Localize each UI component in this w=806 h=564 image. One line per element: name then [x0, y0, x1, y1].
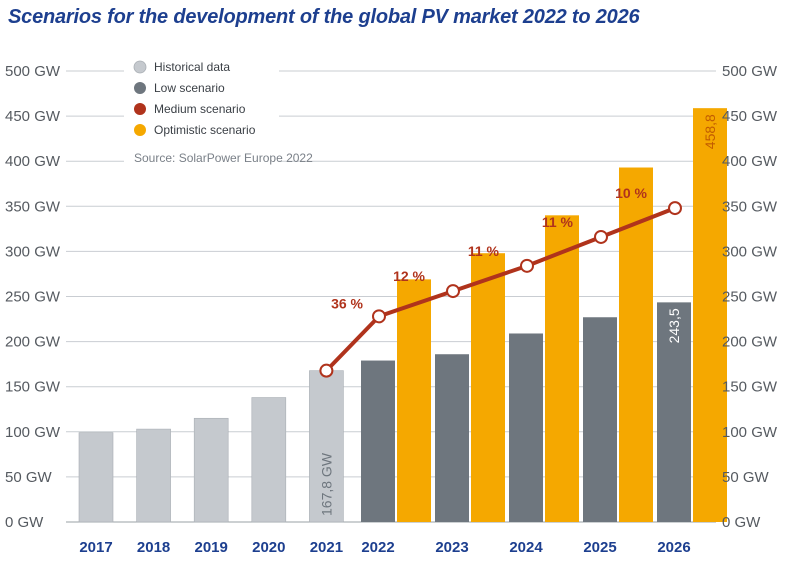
medium-point-2024 — [520, 258, 534, 273]
legend-marker-1 — [134, 82, 146, 94]
y-tick-label-left: 0 GW — [5, 514, 44, 531]
y-tick-label-left: 300 GW — [5, 243, 61, 260]
bar-optimistic-2024 — [545, 215, 579, 522]
y-tick-label-right: 100 GW — [722, 424, 778, 441]
medium-point-2021 — [319, 363, 334, 378]
x-tick-label-2019: 2019 — [195, 539, 228, 556]
y-tick-label-left: 50 GW — [5, 469, 53, 486]
y-tick-label-right: 0 GW — [722, 514, 761, 531]
legend-label-3: Optimistic scenario — [154, 123, 256, 137]
legend-marker-2 — [134, 103, 146, 115]
bar-optimistic-2026 — [693, 108, 727, 522]
bar-historical-2020 — [251, 397, 287, 523]
y-tick-label-left: 100 GW — [5, 424, 61, 441]
medium-scenario-line — [324, 206, 676, 373]
x-tick-label-2017: 2017 — [79, 539, 112, 556]
bar-optimistic-2023 — [471, 253, 505, 523]
medium-point-2023 — [446, 284, 460, 299]
medium-point-2025 — [594, 229, 608, 244]
y-tick-label-right: 150 GW — [722, 379, 778, 396]
x-tick-label-2026: 2026 — [657, 539, 690, 556]
x-tick-label-2018: 2018 — [137, 539, 170, 556]
bar-low-2022 — [361, 360, 395, 522]
y-tick-label-right: 450 GW — [722, 108, 778, 125]
medium-point-2026 — [668, 201, 682, 216]
x-tick-label-2022: 2022 — [361, 539, 394, 556]
value-label-historical-2021: 167,8 GW — [318, 452, 334, 516]
legend-label-2: Medium scenario — [154, 102, 246, 116]
legend-label-1: Low scenario — [154, 81, 225, 95]
x-tick-label-2025: 2025 — [583, 539, 616, 556]
x-tick-label-2021: 2021 — [310, 539, 343, 556]
y-tick-label-right: 200 GW — [722, 334, 778, 351]
bar-low-2026 — [657, 302, 691, 522]
bar-low-2025 — [583, 317, 617, 522]
y-tick-label-left: 200 GW — [5, 334, 61, 351]
x-tick-label-2023: 2023 — [435, 539, 468, 556]
growth-label-2025: 11 % — [542, 214, 574, 230]
source-note: Source: SolarPower Europe 2022 — [134, 151, 313, 165]
bar-low-2024 — [509, 333, 543, 522]
bar-low-2023 — [435, 354, 469, 522]
bar-historical-2017 — [78, 432, 114, 523]
legend-background — [124, 58, 279, 168]
bar-historical-2018 — [136, 428, 171, 523]
growth-label-2023: 12 % — [393, 268, 425, 284]
growth-label-2024: 11 % — [468, 243, 500, 259]
legend-label-0: Historical data — [154, 60, 230, 74]
y-tick-label-right: 500 GW — [722, 63, 778, 80]
growth-label-2022: 36 % — [331, 295, 363, 311]
legend-marker-3 — [134, 124, 146, 136]
x-tick-label-2020: 2020 — [252, 539, 285, 556]
y-tick-label-left: 350 GW — [5, 198, 61, 215]
y-tick-label-left: 150 GW — [5, 379, 61, 396]
y-tick-label-left: 250 GW — [5, 289, 61, 306]
y-tick-label-right: 400 GW — [722, 153, 778, 170]
growth-label-2026: 10 % — [615, 185, 647, 201]
chart-title: Scenarios for the development of the glo… — [8, 6, 640, 28]
value-label-low-2026: 243,5 — [666, 308, 682, 343]
legend-marker-0 — [133, 60, 147, 74]
medium-point-2022 — [372, 309, 386, 324]
y-tick-label-right: 250 GW — [722, 289, 778, 306]
y-tick-label-right: 50 GW — [722, 469, 770, 486]
y-tick-label-left: 450 GW — [5, 108, 61, 125]
y-tick-label-right: 350 GW — [722, 198, 778, 215]
bar-optimistic-2022 — [397, 279, 431, 522]
y-tick-label-right: 300 GW — [722, 243, 778, 260]
x-tick-label-2024: 2024 — [509, 539, 543, 556]
bar-historical-2019 — [193, 417, 229, 523]
value-label-optimistic-2026: 458,8 — [702, 114, 718, 149]
y-tick-label-left: 400 GW — [5, 153, 61, 170]
y-tick-label-left: 500 GW — [5, 63, 61, 80]
